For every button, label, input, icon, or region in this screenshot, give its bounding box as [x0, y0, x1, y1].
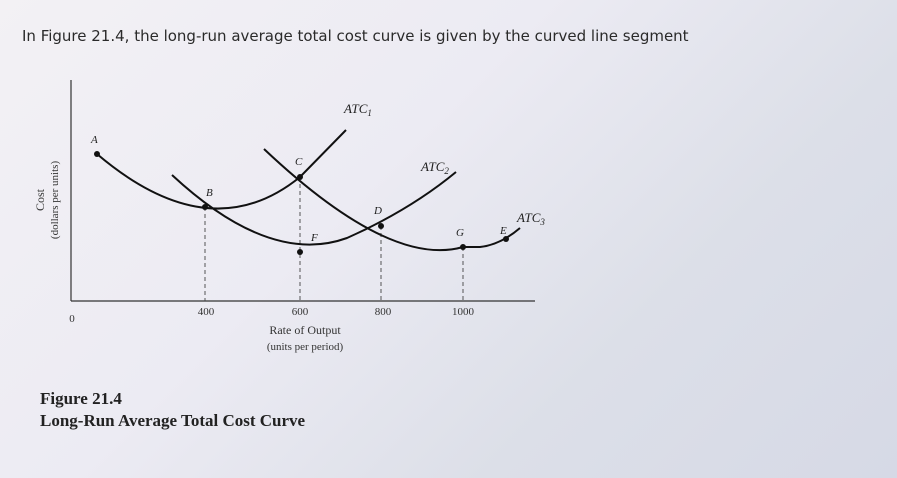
point-label-g: G [456, 227, 464, 239]
atc1-label: ATC1 [343, 101, 372, 118]
atc2-curve [171, 171, 457, 246]
figure-number: Figure 21.4 [40, 389, 122, 408]
point-label-c: C [295, 156, 303, 168]
point-c [297, 174, 303, 180]
atc3-curve [263, 148, 521, 252]
atc3-label: ATC3 [516, 210, 545, 227]
point-label-a: A [90, 134, 98, 146]
point-f [297, 249, 303, 255]
x-tick-1000: 1000 [452, 306, 475, 318]
point-d [378, 223, 384, 229]
point-label-d: D [373, 205, 382, 217]
x-axis-label: Rate of Output [269, 323, 341, 337]
point-label-f: F [310, 232, 318, 244]
x-axis-units: (units per period) [267, 341, 344, 353]
point-g [460, 244, 466, 250]
y-axis-units: (dollars per units) [49, 161, 61, 240]
figure-title: Long-Run Average Total Cost Curve [40, 411, 306, 430]
atc2-label: ATC2 [420, 159, 449, 176]
x-tick-600: 600 [292, 306, 309, 318]
x-tick-400: 400 [198, 306, 215, 318]
point-label-e: E [499, 225, 507, 237]
atc1-curve [96, 129, 347, 210]
y-axis-label: Cost [33, 188, 47, 211]
point-b [202, 204, 208, 210]
figure-caption: Figure 21.4 Long-Run Average Total Cost … [40, 388, 305, 432]
question-text: In Figure 21.4, the long-run average tot… [22, 27, 689, 45]
point-e [503, 236, 509, 242]
point-a [94, 151, 100, 157]
x-tick-800: 800 [375, 306, 392, 318]
point-label-b: B [206, 187, 213, 199]
origin-label: 0 [69, 313, 75, 325]
